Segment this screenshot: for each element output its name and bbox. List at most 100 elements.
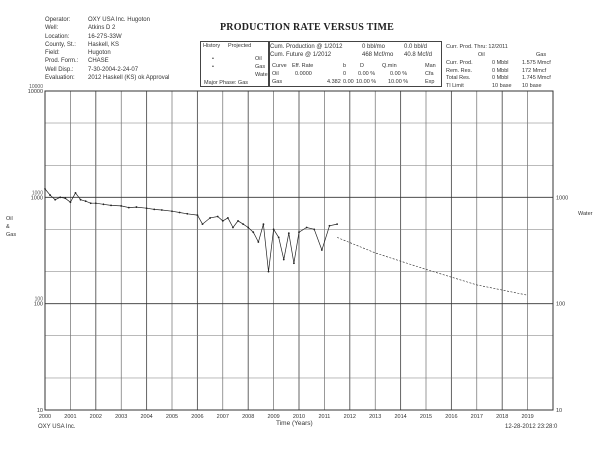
summary-right: 0.0 bbl/d 40.8 Mcf/d xyxy=(404,43,432,60)
y-tick-label-left: 10000 xyxy=(28,89,43,95)
well-value: Atkins D 2 xyxy=(88,25,116,32)
gas-data-point xyxy=(102,203,105,206)
summary-left-line: Cum. Future @ 1/2012 xyxy=(270,52,332,59)
x-tick-label: 2015 xyxy=(420,414,432,420)
gas-data-point xyxy=(120,205,123,207)
reserves-gas-header: Gas xyxy=(536,52,547,58)
gas-data-point xyxy=(267,270,270,273)
summary-right-line: 40.8 Mcf/d xyxy=(404,52,433,59)
well-value: 2012 Haskell (KS) ok Approval xyxy=(88,75,170,82)
chart-title: PRODUCTION RATE VERSUS TIME xyxy=(220,22,395,33)
curve-cell: 0.00 % xyxy=(358,71,376,77)
well-label: Well Disp.: xyxy=(45,66,74,73)
gas-data-point xyxy=(196,214,199,217)
curve-cell: 10.00 % xyxy=(356,79,377,85)
x-tick-label: 2011 xyxy=(318,414,330,420)
gas-data-point xyxy=(94,202,97,205)
x-tick-label: 2012 xyxy=(344,414,356,420)
gas-data-point xyxy=(262,223,265,226)
reserves-gas-value: 1.575 Mmcf xyxy=(522,60,551,66)
summary-mid-line: 468 Mcf/mo xyxy=(362,52,394,59)
gas-data-point xyxy=(135,206,138,208)
reserves-oil-value: 0 Mbbl xyxy=(492,67,509,74)
gas-data-point xyxy=(110,204,112,207)
gas-data-point xyxy=(171,210,173,213)
x-tick-label: 2019 xyxy=(521,414,533,420)
summary-right-line: 0.0 bbl/d xyxy=(404,44,428,50)
y-axis-ticks: 10000 1000 100 10 10000 1000 100 1000 100 10 xyxy=(28,84,569,414)
x-tick-label: 2009 xyxy=(267,414,279,420)
well-labels: Operator: Well: Location: County, St.: F… xyxy=(45,16,78,82)
reserves-gas-value: 10 base xyxy=(522,82,542,89)
curve-header: Man xyxy=(425,63,436,69)
gas-data-point xyxy=(216,215,219,218)
well-value: OXY USA Inc. Hugoton xyxy=(88,17,150,23)
gas-data-point xyxy=(252,231,255,234)
x-axis-label: Time (Years) xyxy=(276,420,313,427)
gas-data-point xyxy=(226,217,229,219)
legend-oil-marker: • xyxy=(212,56,214,62)
curve-header: b xyxy=(343,63,347,69)
curve-cell: 0.0000 xyxy=(295,71,312,77)
gas-data-point xyxy=(160,209,163,211)
curve-header: D xyxy=(360,63,364,69)
reserves-oil-header: Oil xyxy=(478,52,485,58)
legend-gas-marker: • xyxy=(212,64,214,70)
curve-cell: Cfa xyxy=(425,71,434,77)
well-label: Prod. Form.: xyxy=(45,58,79,65)
curve-header: Eff. Rate xyxy=(292,63,314,69)
reserves-oil-value: 0 Mbbl xyxy=(492,60,509,66)
curve-cell: 4.382 xyxy=(327,79,341,85)
well-values: OXY USA Inc. Hugoton Atkins D 2 16-27S-3… xyxy=(88,16,169,82)
x-tick-label: 2010 xyxy=(293,414,305,420)
well-value: Hugoton xyxy=(88,50,111,57)
gas-data-point xyxy=(298,231,300,234)
gas-data-point xyxy=(237,220,239,222)
legend-box xyxy=(200,41,270,87)
curve-cell: 0.00 xyxy=(343,79,354,85)
gas-data-point xyxy=(313,228,316,231)
well-label: Well: xyxy=(45,25,59,32)
well-label: Operator: xyxy=(45,17,71,23)
summary-mid-line: 0 bbl/mo xyxy=(362,44,386,50)
gas-history-line xyxy=(44,188,338,272)
x-tick-label: 2005 xyxy=(166,414,178,420)
y-tick-label-left: 1000 xyxy=(31,195,43,201)
curve-cell: Gas xyxy=(272,79,283,85)
y-axis-label-right: Water xyxy=(578,211,593,217)
gas-data-point xyxy=(293,262,295,265)
gas-data-point xyxy=(242,223,245,226)
well-value: 16-27S-33W xyxy=(88,33,122,40)
legend-major-phase: Major Phase: Gas xyxy=(204,80,249,86)
reserves-label: Total Res. xyxy=(446,75,471,81)
summary-left: Cum. Production @ 1/2012 Cum. Future @ 1… xyxy=(270,43,342,60)
legend-gas: Gas xyxy=(255,64,266,70)
gas-data-point xyxy=(89,202,92,205)
gas-data-point xyxy=(221,220,224,222)
x-tick-label: 2018 xyxy=(496,414,508,420)
curve-header: Curve xyxy=(272,63,287,69)
gas-data-point xyxy=(272,228,275,231)
gas-data-point xyxy=(69,201,72,204)
legend-history: History xyxy=(203,43,221,49)
reserves-gas-value: 1.745 Mmcf xyxy=(522,75,551,81)
curve-cell: 0.00 % xyxy=(390,71,408,77)
gas-data-point xyxy=(127,206,130,209)
gas-data-point xyxy=(145,207,148,210)
x-tick-label: 2014 xyxy=(394,414,406,420)
reserves-oil: 0 Mbbl 0 Mbbl 0 Mbbl 10 base xyxy=(492,60,512,90)
footer-company: OXY USA Inc. xyxy=(38,424,76,430)
summary-left-line: Cum. Production @ 1/2012 xyxy=(270,44,343,50)
x-tick-label: 2004 xyxy=(140,414,152,420)
well-label: Evaluation: xyxy=(45,75,75,82)
y-tick-label-right: 10 xyxy=(556,408,562,414)
y-tick-label-left: 100 xyxy=(34,302,43,308)
y-tick-label-right: 1000 xyxy=(556,195,568,201)
reserves-label: Curr. Prod. xyxy=(446,60,473,66)
gas-data-point xyxy=(287,232,290,235)
gas-data-point xyxy=(84,200,87,203)
reserves-oil-value: 0 Mbbl xyxy=(492,75,509,81)
gas-data-point xyxy=(49,194,51,196)
x-tick-label: 2002 xyxy=(90,414,102,420)
